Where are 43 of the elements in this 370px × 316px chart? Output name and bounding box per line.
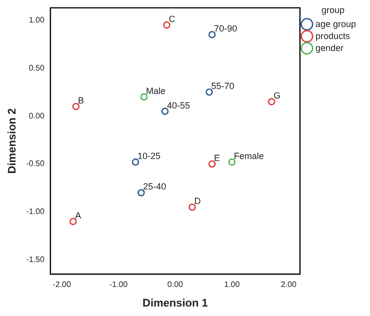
y-tick-label: 1.00 — [28, 15, 45, 24]
x-tick-label: 2.00 — [280, 280, 297, 290]
annotation: 55-70 — [211, 81, 234, 92]
annotation: 10-25 — [138, 151, 161, 162]
point — [138, 189, 145, 196]
x-tick-label: 0.00 — [167, 280, 184, 290]
x-axis-title: Dimension 1 — [142, 297, 208, 310]
annotation: Female — [234, 151, 264, 162]
annotation: G — [274, 90, 281, 101]
point — [132, 158, 140, 166]
legend-label: gender — [315, 42, 344, 53]
annotation: Male — [146, 86, 166, 96]
point — [163, 21, 170, 29]
y-axis-title: Dimension 2 — [6, 108, 19, 174]
point — [208, 160, 216, 168]
x-tick-label: -1.00 — [109, 280, 128, 290]
annotation: 25-40 — [143, 182, 166, 192]
y-tick-label: 0.00 — [28, 111, 45, 120]
point — [72, 102, 80, 110]
y-tick-label: 0.50 — [28, 63, 45, 72]
annotation: 70-90 — [214, 24, 238, 34]
point — [140, 93, 148, 101]
annotation: D — [194, 196, 202, 206]
y-tick-label: -1.00 — [26, 207, 45, 216]
point — [69, 218, 77, 226]
legend-label: products — [315, 30, 350, 41]
annotation: C — [168, 14, 176, 24]
x-tick-label: -2.00 — [52, 280, 72, 290]
y-tick-label: -1.50 — [26, 255, 45, 264]
point — [208, 30, 216, 38]
legend-title: group — [321, 4, 344, 15]
annotation: 40-55 — [166, 100, 190, 110]
point — [206, 88, 213, 96]
legend-label: age group — [315, 18, 356, 29]
annotation: A — [75, 210, 82, 220]
y-tick-label: -0.50 — [26, 159, 45, 168]
point — [268, 98, 276, 106]
point — [161, 108, 169, 115]
annotation: B — [78, 95, 84, 106]
x-tick-label: 1.00 — [224, 280, 240, 290]
point — [228, 158, 236, 166]
point — [188, 203, 196, 211]
annotation: E — [214, 152, 220, 163]
